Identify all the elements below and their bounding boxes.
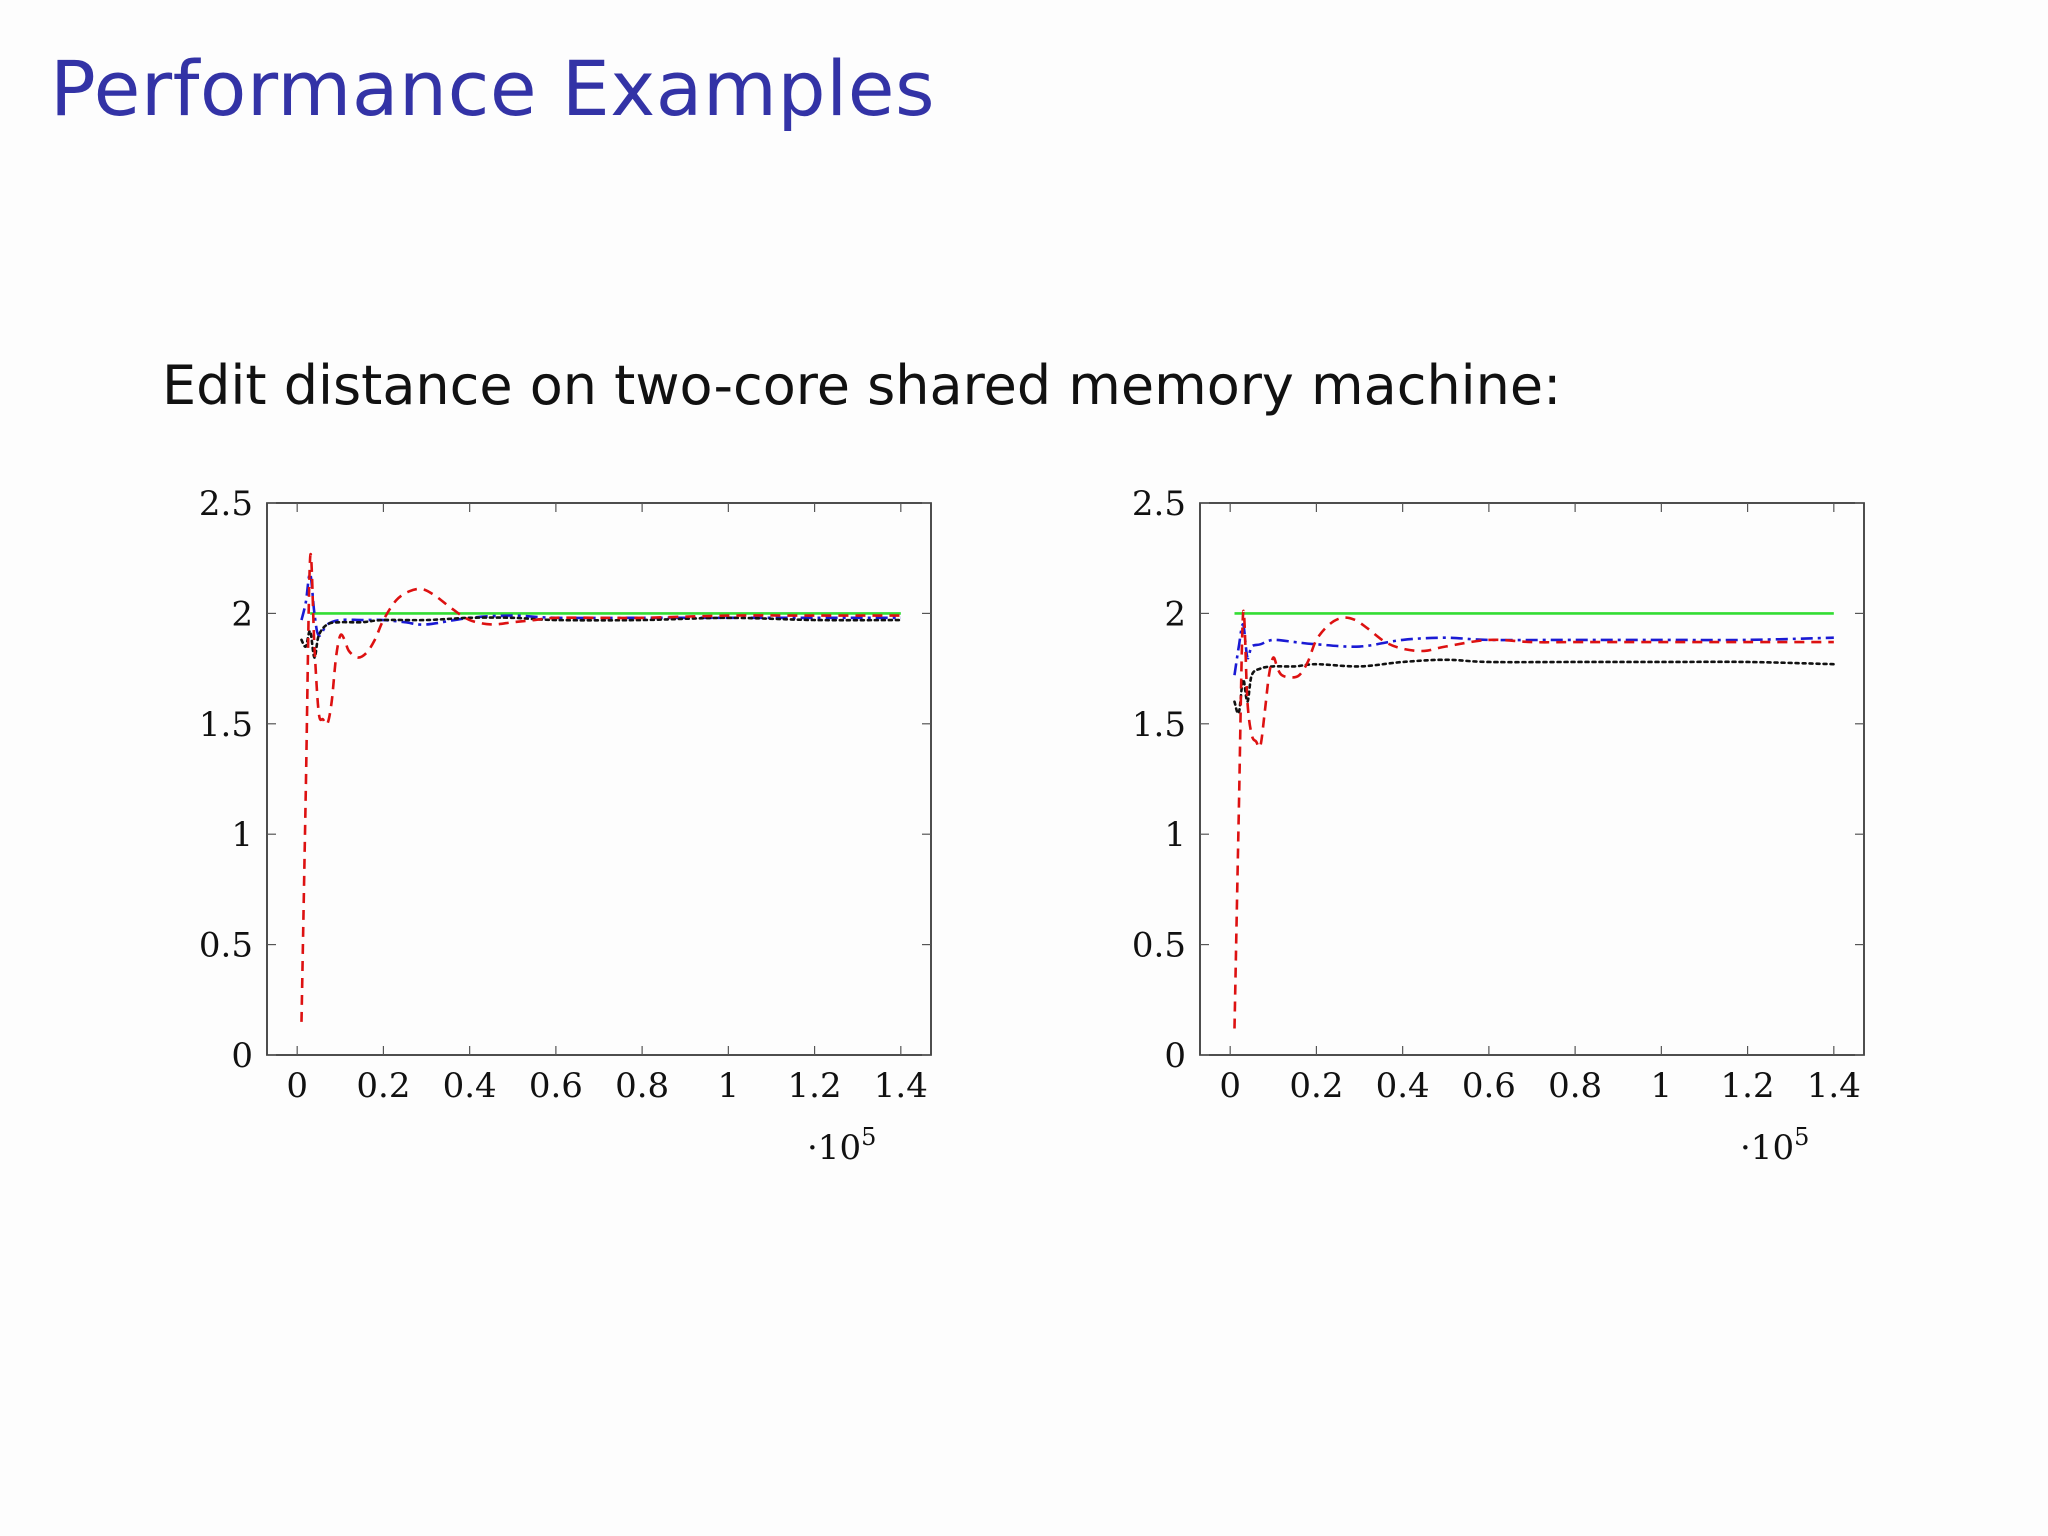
x-tick-label: 1.2 <box>1721 1066 1775 1106</box>
series-line-blue <box>1233 623 1834 676</box>
chart-left: 0 0.2 0.4 0.6 0.8 1 1.2 1.4 0 0.5 1 1.5 2 2.5 ·105 <box>199 484 932 1168</box>
slide-title: Performance Examples <box>50 44 936 133</box>
x-tick-label: 1.2 <box>788 1066 842 1106</box>
x-tick-label: 0 <box>1219 1066 1241 1106</box>
x-scale-label: ·105 <box>807 1123 876 1168</box>
y-tick-label: 2 <box>231 594 253 634</box>
y-tick-label: 1.5 <box>199 705 253 745</box>
y-tick-label: 0 <box>1164 1036 1186 1076</box>
series-line-red <box>1233 609 1834 1029</box>
x-tick-label: 0.6 <box>529 1066 583 1106</box>
slide-subtitle: Edit distance on two-core shared memory … <box>162 354 1562 417</box>
plot-frame <box>1199 502 1865 1056</box>
x-tick-label: 0.6 <box>1462 1066 1516 1106</box>
x-tick-label: 0.2 <box>356 1066 410 1106</box>
x-tick-label: 0.8 <box>615 1066 669 1106</box>
x-tick-label: 0.2 <box>1289 1066 1343 1106</box>
x-tick-label: 1 <box>718 1066 740 1106</box>
x-tick-label: 0.8 <box>1548 1066 1602 1106</box>
y-tick-label: 0.5 <box>1132 926 1186 966</box>
x-scale-exponent: 5 <box>1794 1123 1809 1151</box>
series-line-black <box>1233 658 1836 715</box>
series-line-blue <box>300 572 901 637</box>
x-tick-label: 0.4 <box>1376 1066 1430 1106</box>
series-line-black <box>300 616 903 659</box>
x-scale-exponent: 5 <box>861 1123 876 1151</box>
chart-right: 0 0.2 0.4 0.6 0.8 1 1.2 1.4 0 0.5 1 1.5 2 2.5 ·105 <box>1132 484 1865 1168</box>
y-tick-label: 2.5 <box>1132 484 1186 524</box>
series-line-red <box>300 553 901 1022</box>
x-tick-label: 1.4 <box>874 1066 928 1106</box>
x-tick-label: 0.4 <box>443 1066 497 1106</box>
y-tick-label: 1.5 <box>1132 705 1186 745</box>
y-tick-label: 1 <box>1164 815 1186 855</box>
y-tick-label: 2 <box>1164 594 1186 634</box>
x-tick-label: 1.4 <box>1807 1066 1861 1106</box>
x-tick-label: 1 <box>1651 1066 1673 1106</box>
y-tick-label: 1 <box>231 815 253 855</box>
plot-frame <box>266 502 932 1056</box>
y-tick-label: 0 <box>231 1036 253 1076</box>
y-tick-label: 2.5 <box>199 484 253 524</box>
y-tick-label: 0.5 <box>199 926 253 966</box>
x-scale-label: ·105 <box>1740 1123 1809 1168</box>
x-tick-label: 0 <box>286 1066 308 1106</box>
